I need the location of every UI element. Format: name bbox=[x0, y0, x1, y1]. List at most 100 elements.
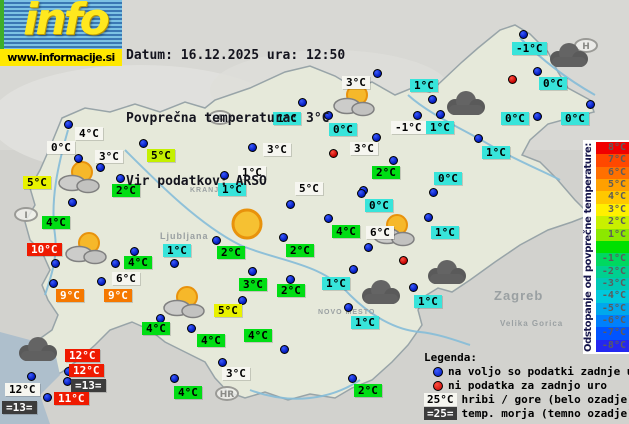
temp-label: 1°C bbox=[414, 295, 442, 308]
logo-stripes bbox=[0, 0, 122, 49]
station-dot-blue bbox=[74, 154, 83, 163]
legend-item-text: hribi / gore (belo ozadje) bbox=[461, 393, 629, 406]
temp-label: 3°C bbox=[263, 143, 291, 156]
station-dot-blue bbox=[298, 98, 307, 107]
temp-label: 0°C bbox=[539, 77, 567, 90]
temp-label: 2°C bbox=[354, 384, 382, 397]
temp-label: 3°C bbox=[222, 367, 250, 380]
partly-icon bbox=[333, 82, 377, 122]
temp-label: 1°C bbox=[482, 146, 510, 159]
temp-label: 1°C bbox=[218, 183, 246, 196]
partly-icon bbox=[163, 284, 207, 324]
station-dot-blue bbox=[533, 67, 542, 76]
cloudy-icon bbox=[14, 336, 60, 368]
station-dot-blue bbox=[286, 200, 295, 209]
temp-label: 12°C bbox=[5, 383, 40, 396]
logo-text: info bbox=[23, 0, 110, 45]
station-dot-blue bbox=[170, 259, 179, 268]
logo-site-link[interactable]: www.informacije.si bbox=[0, 49, 122, 66]
header-data-source: Vir podatkov: ARSO bbox=[126, 174, 267, 189]
station-dot-blue bbox=[49, 279, 58, 288]
station-dot-blue bbox=[248, 143, 257, 152]
temp-label: 2°C bbox=[277, 284, 305, 297]
cloudy-icon bbox=[442, 90, 488, 122]
partly-icon bbox=[58, 159, 102, 199]
city-label: NOVO MESTO bbox=[318, 309, 376, 316]
temp-label: 1°C bbox=[322, 277, 350, 290]
sunny-icon bbox=[229, 206, 265, 246]
scale-band: 4°C bbox=[596, 191, 629, 204]
temp-label: 12°C bbox=[65, 349, 100, 362]
station-dot-blue bbox=[413, 111, 422, 120]
legend-item: 25°C hribi / gore (belo ozadje) bbox=[424, 393, 629, 406]
temp-label: 4°C bbox=[174, 386, 202, 399]
cloudy-icon bbox=[545, 42, 591, 74]
scale-band: 5°C bbox=[596, 179, 629, 192]
temp-label: 4°C bbox=[197, 334, 225, 347]
scale-band: -4°C bbox=[596, 290, 629, 303]
temp-label: 9°C bbox=[104, 289, 132, 302]
temp-label: 5°C bbox=[23, 176, 51, 189]
temp-label: 0°C bbox=[561, 112, 589, 125]
station-dot-blue bbox=[533, 112, 542, 121]
header: Datum: 16.12.2025 ura: 12:50 Povprečna t… bbox=[126, 3, 345, 234]
temp-label: 1°C bbox=[238, 166, 266, 179]
temp-label: 4°C bbox=[142, 322, 170, 335]
station-dot-blue bbox=[519, 30, 528, 39]
scale-band: -7°C bbox=[596, 327, 629, 340]
station-dot-blue bbox=[373, 69, 382, 78]
station-dot-blue bbox=[111, 259, 120, 268]
station-dot-blue bbox=[429, 188, 438, 197]
city-label: Ljubljana bbox=[160, 231, 209, 241]
station-dot-blue bbox=[170, 374, 179, 383]
temp-label: 2°C bbox=[286, 244, 314, 257]
blue-dot-icon bbox=[433, 366, 443, 377]
station-dot-blue bbox=[43, 393, 52, 402]
city-label: Zagreb bbox=[494, 288, 544, 303]
temp-label: 2°C bbox=[112, 184, 140, 197]
temp-label: 3°C bbox=[95, 150, 123, 163]
station-dot-red bbox=[399, 256, 408, 265]
legend-item-text: temp. morja (temno ozadje) bbox=[461, 407, 629, 420]
temp-label: 1°C bbox=[426, 121, 454, 134]
cloudy-icon bbox=[357, 279, 403, 311]
road-sign: HR bbox=[215, 386, 239, 401]
scale-band: 3°C bbox=[596, 203, 629, 217]
temp-label: 0°C bbox=[329, 123, 357, 136]
temp-label: 4°C bbox=[75, 127, 103, 140]
temp-label: =13= bbox=[2, 401, 37, 414]
temp-label: 0°C bbox=[501, 112, 529, 125]
station-dot-blue bbox=[364, 243, 373, 252]
legend-sample-box: 25°C bbox=[424, 393, 457, 406]
header-average-temp: Povprečna temperatura: 3°C bbox=[126, 111, 330, 126]
scale-band: -5°C bbox=[596, 302, 629, 316]
station-dot-blue bbox=[324, 214, 333, 223]
temp-label: 3°C bbox=[342, 76, 370, 89]
temp-label: 0°C bbox=[434, 172, 462, 185]
station-dot-blue bbox=[424, 213, 433, 222]
station-dot-blue bbox=[389, 156, 398, 165]
scale-band: 7°C bbox=[596, 154, 629, 167]
station-dot-blue bbox=[348, 374, 357, 383]
station-dot-red bbox=[508, 75, 517, 84]
temp-label: 2°C bbox=[372, 166, 400, 179]
temp-label: -1°C bbox=[391, 121, 426, 134]
scale-band: 8°C bbox=[596, 142, 629, 155]
temp-label: 1°C bbox=[163, 244, 191, 257]
temp-label: 10°C bbox=[27, 243, 62, 256]
station-dot-blue bbox=[349, 265, 358, 274]
station-dot-blue bbox=[409, 283, 418, 292]
temp-label: 3°C bbox=[239, 278, 267, 291]
temp-label: 4°C bbox=[332, 225, 360, 238]
station-dot-blue bbox=[474, 134, 483, 143]
station-dot-blue bbox=[187, 324, 196, 333]
temp-label: 2°C bbox=[217, 246, 245, 259]
legend-title: Legenda: bbox=[424, 351, 477, 364]
temp-label: 6°C bbox=[112, 272, 140, 285]
temp-label: 1°C bbox=[410, 79, 438, 92]
station-dot-blue bbox=[324, 111, 333, 120]
station-dot-blue bbox=[130, 247, 139, 256]
station-dot-blue bbox=[97, 277, 106, 286]
temp-label: 3°C bbox=[350, 142, 378, 155]
